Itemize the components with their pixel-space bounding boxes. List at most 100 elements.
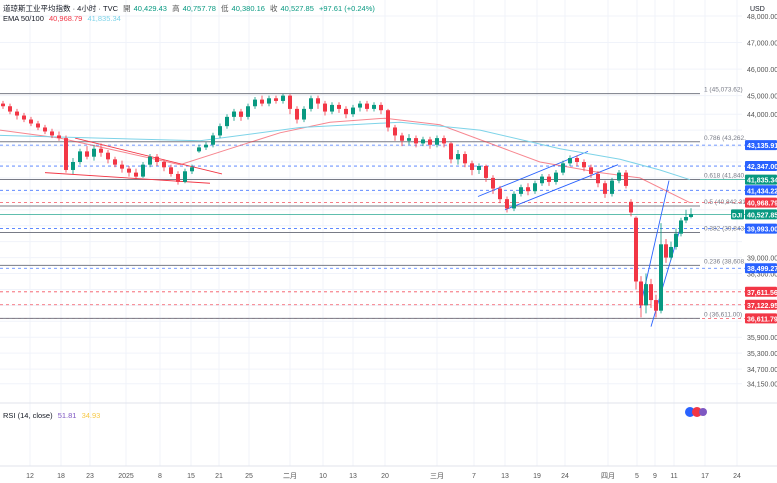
candle-body	[477, 165, 481, 170]
x-tick-label: 23	[86, 473, 94, 480]
candle-body	[281, 95, 285, 101]
x-tick-label: 24	[733, 473, 741, 480]
high-label: 高	[172, 4, 180, 13]
price-tags: 43,135.91 42,347.00 41,835.34 41,434.22 40,9…	[731, 140, 777, 324]
candle-body	[634, 217, 638, 282]
x-tick-label: 2025	[118, 473, 134, 480]
candle-body	[36, 123, 40, 128]
candle-body	[435, 138, 439, 145]
x-tick-label: 13	[501, 473, 509, 480]
price-tag-label: 43,135.91	[747, 143, 777, 150]
candle-body	[43, 127, 47, 132]
x-tick-label: 8	[158, 473, 162, 480]
high-value: 40,757.78	[182, 4, 216, 13]
open-label: 開	[123, 4, 131, 13]
candle-body	[575, 158, 579, 162]
candle-body	[568, 158, 572, 164]
candle-body	[162, 162, 166, 168]
candle-body	[78, 151, 82, 162]
candle-body	[505, 199, 509, 209]
candle-body	[669, 246, 673, 258]
candle-body	[365, 103, 369, 109]
candle-body	[470, 163, 474, 170]
candle-body	[330, 104, 334, 112]
x-tick-label: 17	[701, 473, 709, 480]
candle-body	[540, 176, 544, 184]
x-tick-label: 19	[533, 473, 541, 480]
candle-body	[674, 233, 678, 247]
candle-body	[547, 176, 551, 182]
price-tag-label: 41,835.34	[747, 178, 777, 185]
candle-body	[526, 187, 530, 192]
candle-body	[372, 104, 376, 109]
candle-body	[29, 119, 33, 124]
symbol-tag	[731, 209, 744, 220]
price-tag	[745, 185, 777, 196]
candle-body	[414, 138, 418, 144]
candle-body	[260, 99, 264, 104]
ema-label: EMA 50/100	[3, 14, 44, 23]
time-axis: 12 18 23 2025 8 15 21 25 二月 10 13 20 三月 7 13 19 24 四月 5 9 11…	[0, 465, 777, 480]
candle-body	[610, 180, 614, 194]
price-tag-label: 39,993.00	[747, 227, 777, 234]
price-tag-label: 38,499.27	[747, 266, 777, 273]
candle-body	[659, 244, 663, 311]
candle-body	[519, 187, 523, 194]
rsi-value: 51.81	[57, 411, 77, 420]
candle-body	[554, 172, 558, 182]
rsi-legend[interactable]: RSI (14, close) 51.81 34.93	[3, 411, 103, 420]
candle-body	[64, 138, 68, 170]
candle-body	[624, 172, 628, 186]
candle-body	[302, 108, 306, 120]
x-tick-label: 15	[187, 473, 195, 480]
ema-legend[interactable]: EMA 50/100 40,968.79 41,835.34	[3, 14, 124, 23]
candle-body	[533, 183, 537, 192]
candle-body	[561, 163, 565, 173]
price-tag-label: 40,968.79	[747, 201, 777, 208]
y-tick-label: 35,900.00	[747, 335, 777, 342]
candle-body	[344, 108, 348, 115]
ema50-value: 40,968.79	[48, 14, 83, 23]
low-label: 低	[221, 4, 229, 13]
candle-body	[190, 167, 194, 172]
candle-body	[400, 135, 404, 141]
candle-body	[106, 152, 110, 160]
candle-body	[456, 154, 460, 160]
candle-body	[309, 98, 313, 109]
candle-body	[141, 164, 145, 177]
x-tick-label: 三月	[430, 472, 444, 480]
candle-body	[211, 135, 215, 145]
x-tick-label: 11	[670, 473, 677, 480]
candle-body	[169, 167, 173, 174]
y-tick-label: 38,300.00	[747, 272, 777, 279]
candle-body	[649, 284, 653, 301]
fib-label: 0.236 (38,608.	[704, 258, 746, 265]
y-tick-label: 45,000.00	[747, 94, 777, 101]
fib-label: 0.618 (41,840.	[704, 173, 746, 180]
x-tick-label: 25	[245, 473, 253, 480]
fib-label: 0.786 (43,262.	[704, 135, 746, 142]
price-tag	[745, 263, 777, 274]
price-tag-label: 40,527.85	[747, 212, 777, 219]
candle-body	[596, 173, 600, 184]
candle-body	[629, 201, 633, 213]
rsi-label: RSI (14, close)	[3, 411, 53, 420]
candle-body	[358, 103, 362, 108]
candle-body	[316, 98, 320, 104]
x-tick-label: 二月	[283, 472, 297, 480]
price-tag	[745, 313, 777, 324]
y-tick-label: 44,000.00	[747, 112, 777, 119]
candle-body	[197, 147, 201, 152]
x-tick-label: 四月	[601, 472, 615, 480]
x-tick-label: 12	[26, 473, 34, 480]
y-tick-label: 48,000.00	[747, 14, 777, 21]
candle-body	[407, 138, 411, 141]
candle-body	[134, 172, 138, 177]
y-tick-label: 46,000.00	[747, 67, 777, 74]
currency-label: USD	[750, 6, 765, 13]
candle-body	[15, 111, 19, 116]
fib-label: 0 (36,611.00)	[704, 311, 742, 318]
candle-body	[113, 159, 117, 165]
candle-body	[225, 116, 229, 127]
